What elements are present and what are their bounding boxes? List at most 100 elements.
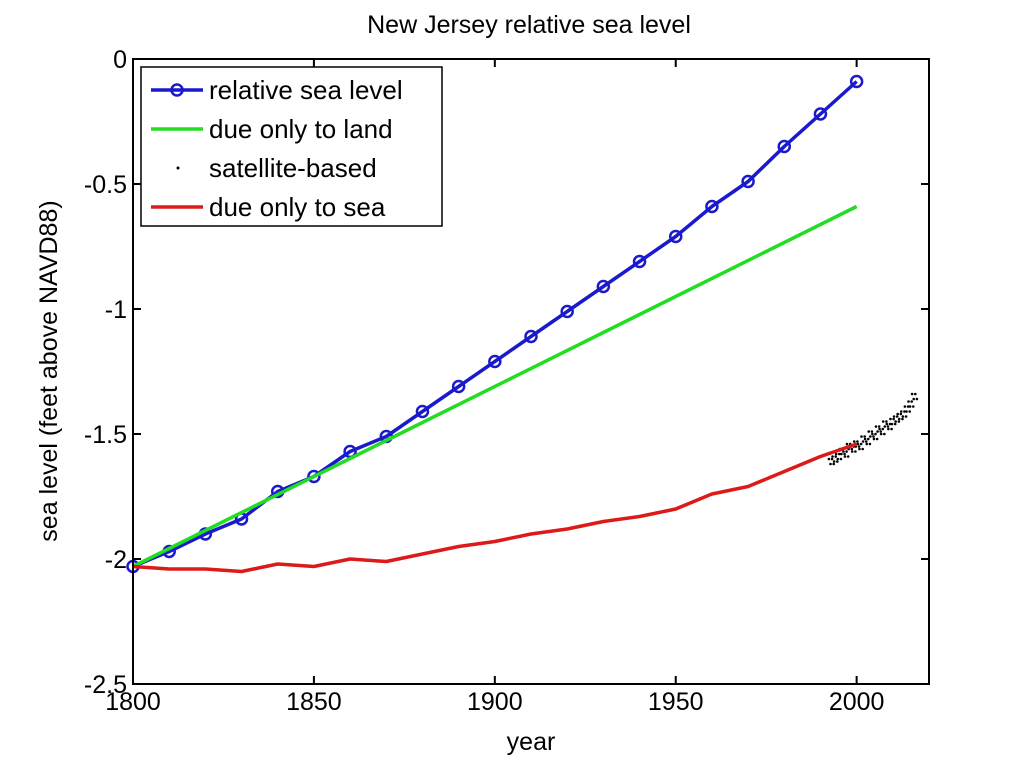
series-line-due-only-to-sea — [132, 442, 858, 574]
satellite-point — [883, 432, 886, 436]
satellite-point — [864, 440, 868, 443]
satellite-point — [842, 450, 845, 453]
legend-label: due only to land — [209, 114, 393, 144]
legend-label: relative sea level — [209, 75, 403, 105]
satellite-point — [863, 437, 867, 441]
satellite-point — [866, 437, 870, 441]
y-axis-ticks: 0 -0.5 -1 -1.5 -2 -2.5 — [84, 46, 929, 699]
satellite-point — [834, 455, 838, 458]
y-tick-label: -0.5 — [84, 171, 127, 199]
satellite-point — [883, 425, 887, 428]
data-point — [705, 199, 719, 214]
satellite-point — [836, 460, 839, 463]
satellite-point — [888, 422, 892, 426]
x-tick-label: 2000 — [829, 688, 885, 716]
satellite-point — [856, 442, 860, 446]
satellite-point — [901, 417, 904, 421]
satellite-point — [895, 415, 899, 418]
satellite-point — [877, 425, 881, 428]
satellite-point — [910, 392, 914, 396]
satellite-point — [872, 435, 875, 438]
satellite-point — [886, 425, 890, 428]
series-layer — [126, 74, 919, 574]
data-point — [777, 139, 792, 154]
legend-entry: relative sea level — [151, 75, 403, 105]
satellite-point — [865, 442, 868, 446]
satellite-point — [907, 400, 910, 403]
satellite-point — [832, 460, 836, 463]
legend-marker — [170, 83, 184, 97]
satellite-point — [910, 400, 914, 403]
legend-entry: due only to sea — [151, 192, 386, 222]
legend-label: satellite-based — [209, 153, 377, 183]
satellite-point — [890, 422, 894, 426]
x-axis-label: year — [507, 728, 556, 756]
satellite-point — [863, 435, 866, 438]
satellite-point — [867, 430, 871, 433]
satellite-point — [843, 452, 846, 456]
satellite-point — [846, 455, 850, 458]
satellite-point — [893, 422, 897, 426]
y-tick-label: -1.5 — [84, 421, 127, 449]
satellite-point — [827, 457, 831, 461]
satellite-point — [914, 392, 917, 396]
data-point — [596, 279, 611, 294]
satellite-point — [881, 427, 885, 431]
satellite-point — [869, 435, 872, 438]
satellite-point — [845, 450, 848, 453]
satellite-point — [868, 442, 872, 446]
satellite-point — [892, 415, 896, 418]
legend: relative sea level due only to land satell… — [140, 66, 443, 227]
satellite-point — [878, 427, 881, 431]
series-line-relative-sea-level — [132, 80, 858, 569]
x-tick-label: 1950 — [648, 688, 704, 716]
y-axis-label: sea level (feet above NAVD88) — [35, 200, 63, 541]
y-tick-label: -2 — [105, 546, 127, 574]
legend-box — [140, 66, 443, 227]
legend-entry: due only to land — [151, 114, 393, 144]
satellite-point — [860, 435, 863, 438]
satellite-point — [889, 417, 892, 421]
satellite-point — [876, 430, 879, 433]
satellite-point — [901, 415, 905, 418]
y-tick-label: -1 — [105, 296, 127, 324]
satellite-point — [840, 452, 843, 456]
legend-label: due only to sea — [209, 192, 386, 222]
satellite-point — [908, 405, 912, 408]
satellite-point — [850, 447, 854, 451]
satellite-point — [834, 452, 838, 456]
satellite-point — [843, 455, 847, 458]
data-point — [524, 329, 538, 344]
satellite-point — [874, 425, 878, 428]
satellite-point — [859, 442, 863, 446]
data-point — [307, 469, 321, 484]
data-point — [813, 107, 828, 121]
satellite-point — [858, 447, 861, 451]
satellite-point — [899, 412, 903, 416]
legend-entries: relative sea level due only to land satell… — [151, 75, 403, 222]
satellite-point — [899, 410, 903, 413]
satellite-point — [879, 432, 883, 436]
data-point — [488, 354, 502, 369]
data-point — [560, 304, 574, 319]
satellite-point — [887, 427, 890, 431]
satellite-point — [870, 430, 874, 433]
chart-title: New Jersey relative sea level — [367, 11, 691, 39]
data-point — [415, 404, 430, 419]
data-point — [849, 74, 864, 89]
satellite-point — [881, 420, 885, 423]
satellite-point — [854, 450, 857, 453]
satellite-point — [875, 437, 879, 441]
data-point — [451, 379, 466, 394]
satellite-point — [850, 450, 854, 453]
series-line-due-only-to-land — [132, 204, 858, 569]
x-tick-label: 1900 — [467, 688, 523, 716]
x-axis-ticks: 1800 1850 1900 1950 2000 — [105, 59, 884, 716]
x-tick-label: 1850 — [286, 688, 342, 716]
satellite-point — [839, 457, 843, 461]
satellite-point — [912, 405, 915, 408]
satellite-point — [908, 410, 911, 413]
satellite-point — [885, 420, 888, 423]
y-tick-label: 0 — [113, 46, 127, 74]
